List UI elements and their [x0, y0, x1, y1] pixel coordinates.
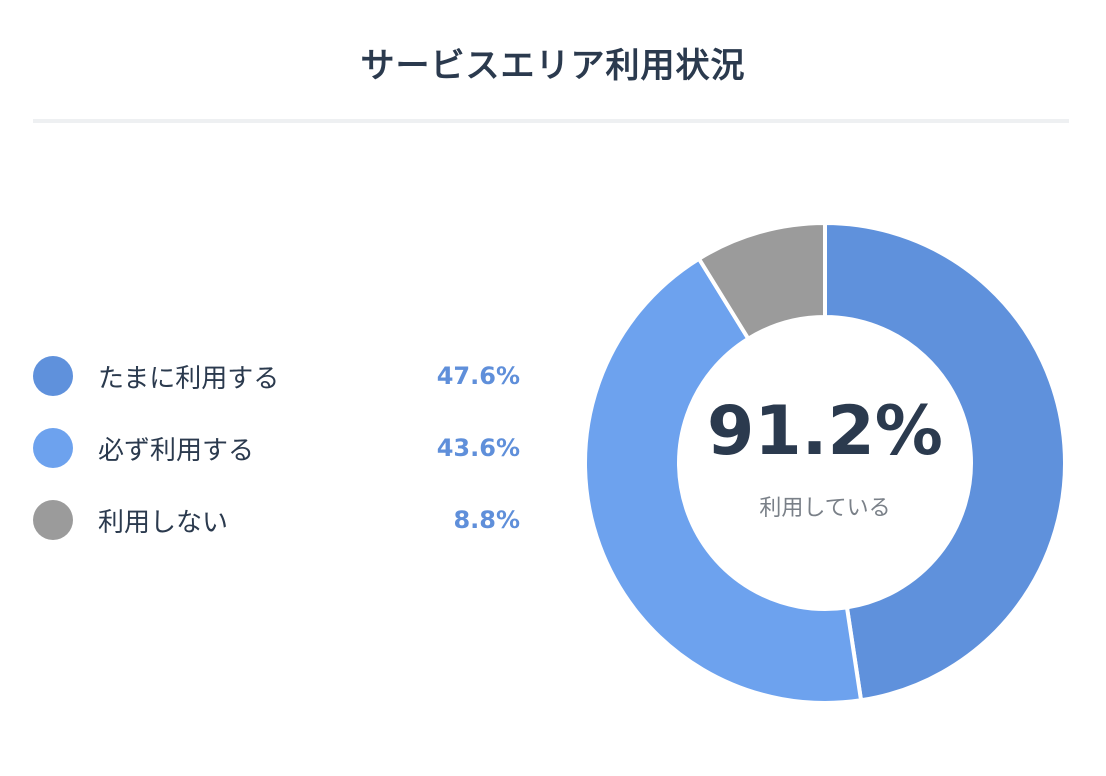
- legend-swatch-0: [33, 356, 73, 396]
- center-label: 利用している: [759, 496, 891, 521]
- legend-label-1: 必ず利用する: [98, 436, 255, 466]
- donut-chart: 91.2% 利用している: [584, 222, 1066, 704]
- legend: たまに利用する 47.6% 必ず利用する 43.6% 利用しない 8.8%: [33, 340, 523, 556]
- donut-slice-0: [823, 222, 1066, 703]
- legend-label-2: 利用しない: [98, 508, 229, 538]
- legend-item-0: たまに利用する 47.6%: [33, 340, 523, 412]
- donut-slice-2: [696, 222, 827, 341]
- legend-swatch-2: [33, 500, 73, 540]
- chart-title: サービスエリア利用状況: [360, 46, 746, 86]
- title-divider: [33, 119, 1069, 123]
- legend-value-2: 8.8%: [453, 506, 520, 534]
- legend-label-0: たまに利用する: [98, 364, 280, 394]
- legend-item-2: 利用しない 8.8%: [33, 484, 523, 556]
- legend-swatch-1: [33, 428, 73, 468]
- donut-slice-1: [584, 256, 864, 704]
- center-value: 91.2%: [707, 392, 943, 471]
- donut-svg: [584, 222, 1066, 704]
- legend-value-0: 47.6%: [436, 362, 520, 390]
- legend-item-1: 必ず利用する 43.6%: [33, 412, 523, 484]
- legend-value-1: 43.6%: [436, 434, 520, 462]
